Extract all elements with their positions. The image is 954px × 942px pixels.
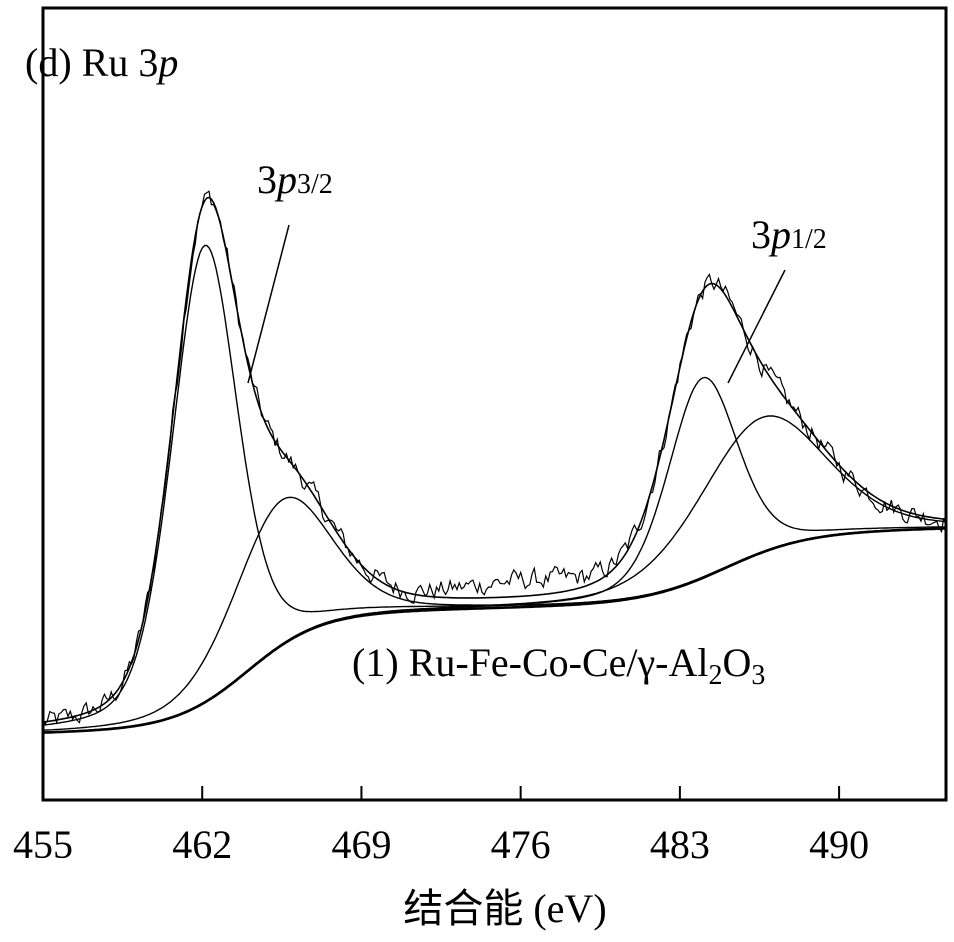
x-tick-label: 490 bbox=[809, 822, 869, 867]
sample-label: (1) Ru-Fe-Co-Ce/γ-Al2O3 bbox=[352, 640, 765, 691]
x-axis-label: 结合能 (eV) bbox=[403, 886, 606, 931]
annotation-3p12: 3p1/2 bbox=[751, 212, 827, 257]
chart-title: (d) Ru 3p bbox=[25, 40, 178, 85]
plot-frame bbox=[41, 6, 948, 802]
annotation-3p12-leader bbox=[727, 269, 786, 384]
annotation-3p32: 3p3/2 bbox=[257, 157, 333, 202]
x-tick-label: 455 bbox=[13, 822, 73, 867]
x-tick-label: 469 bbox=[331, 822, 391, 867]
x-axis-ticks: 455 462 469 476 483 490 bbox=[13, 786, 869, 867]
x-tick-label: 483 bbox=[650, 822, 710, 867]
x-tick-label: 476 bbox=[491, 822, 551, 867]
x-tick-label: 462 bbox=[172, 822, 232, 867]
raw-spectrum-line bbox=[42, 190, 947, 726]
background-line bbox=[42, 527, 946, 734]
annotation-3p32-leader bbox=[247, 224, 290, 384]
curves-group bbox=[42, 190, 947, 734]
fit-envelope-line bbox=[42, 196, 947, 723]
fit-component-2-line bbox=[42, 496, 946, 731]
